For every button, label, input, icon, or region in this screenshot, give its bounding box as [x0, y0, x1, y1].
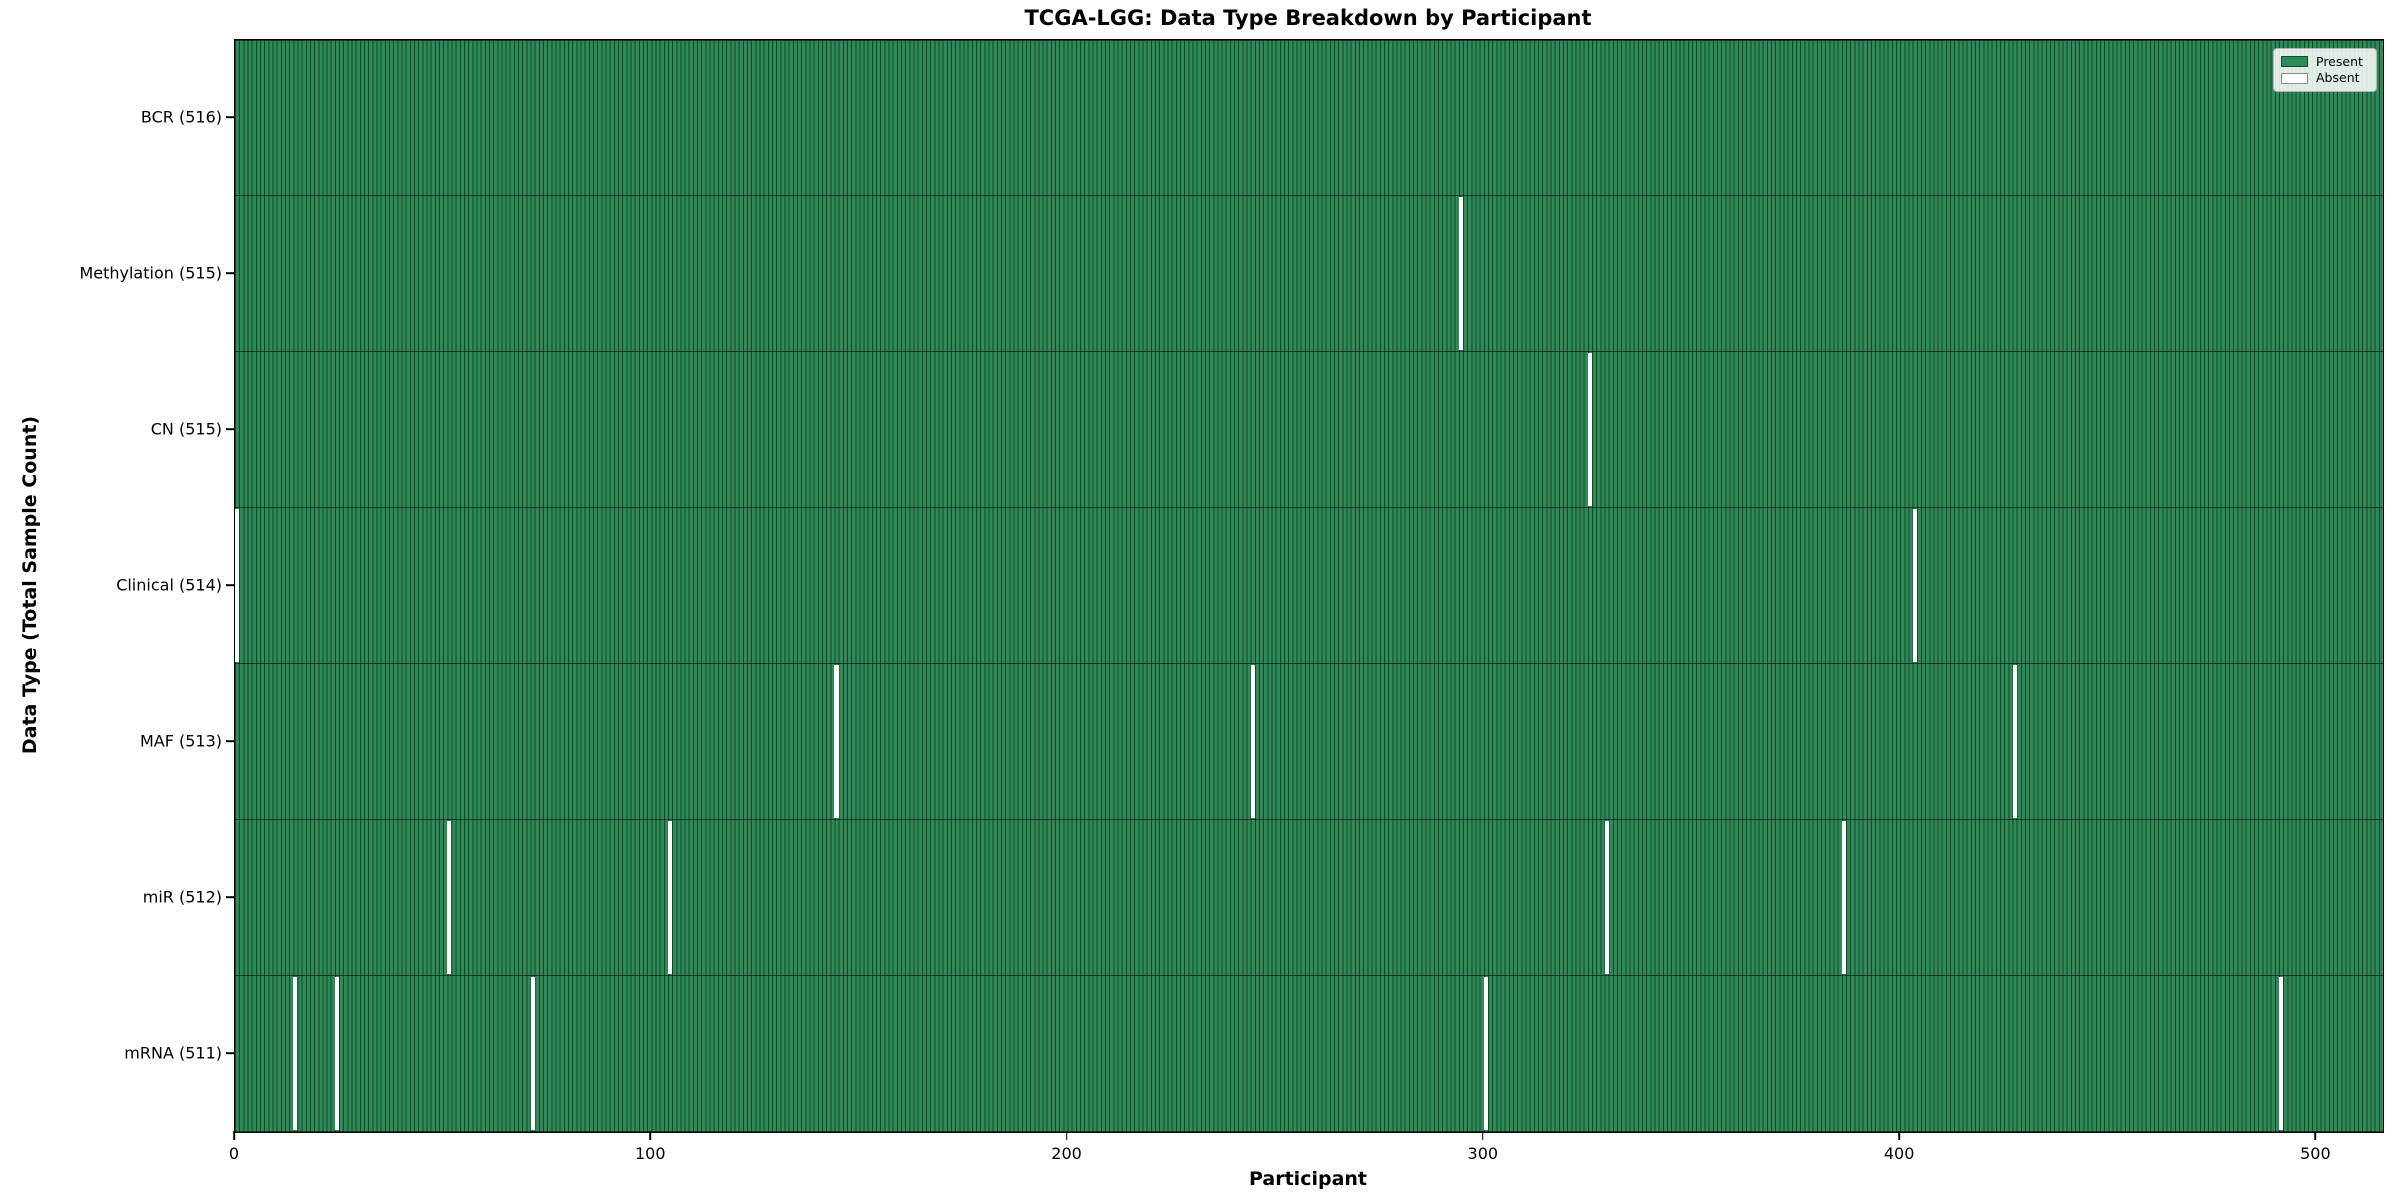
- legend-item-present: Present: [2281, 53, 2369, 69]
- x-axis-label: Participant: [1248, 1168, 1368, 1190]
- y-tick-label-mRNA: mRNA (511): [124, 1043, 222, 1063]
- present-swatch-icon: [2281, 56, 2308, 68]
- absent-swatch-icon: [2281, 72, 2308, 84]
- x-tick-mark-200: [1065, 1131, 1068, 1140]
- absent-marker-MAF-427: [2012, 665, 2017, 818]
- absent-marker-Clinical-403: [1912, 509, 1917, 662]
- x-tick-label-400: 400: [1883, 1144, 1915, 1163]
- y-tick-label-Methylation: Methylation (515): [79, 263, 222, 283]
- x-tick-label-200: 200: [1051, 1144, 1082, 1163]
- data-type-row-CN: [235, 352, 2383, 508]
- data-type-row-BCR: [235, 40, 2383, 196]
- absent-marker-Clinical-0: [235, 509, 240, 662]
- absent-marker-mRNA-491: [2278, 977, 2284, 1130]
- data-type-row-Methylation: [235, 196, 2383, 352]
- y-tick-mark-Clinical: [226, 584, 234, 586]
- x-tick-label-100: 100: [634, 1144, 666, 1163]
- y-tick-mark-mRNA: [226, 1052, 234, 1054]
- data-type-row-mRNA: [235, 976, 2383, 1132]
- y-tick-mark-CN: [226, 428, 234, 430]
- y-tick-label-miR: miR (512): [142, 887, 222, 907]
- chart-title: TCGA-LGG: Data Type Breakdown by Partici…: [1024, 6, 1592, 30]
- data-type-row-miR: [235, 820, 2383, 976]
- legend-label-absent: Absent: [2316, 70, 2360, 85]
- legend-item-absent: Absent: [2281, 70, 2369, 85]
- absent-marker-miR-386: [1841, 821, 1847, 974]
- x-tick-label-500: 500: [2300, 1144, 2331, 1163]
- y-tick-label-CN: CN (515): [150, 419, 222, 439]
- y-tick-label-Clinical: Clinical (514): [116, 575, 222, 595]
- x-tick-label-0: 0: [228, 1144, 240, 1163]
- absent-marker-miR-329: [1604, 821, 1609, 974]
- y-tick-mark-BCR: [226, 116, 234, 118]
- absent-marker-mRNA-14: [293, 977, 298, 1130]
- absent-marker-mRNA-71: [530, 977, 535, 1130]
- y-tick-label-MAF: MAF (513): [139, 731, 222, 751]
- legend-label-present: Present: [2316, 53, 2363, 69]
- y-tick-label-BCR: BCR (516): [140, 107, 222, 127]
- y-axis-label: Data Type (Total Sample Count): [19, 415, 41, 755]
- y-tick-mark-miR: [226, 896, 234, 898]
- x-tick-mark-400: [1898, 1131, 1900, 1140]
- data-type-row-MAF: [235, 664, 2383, 820]
- legend: Present Absent: [2273, 48, 2377, 92]
- y-tick-mark-Methylation: [226, 272, 234, 274]
- x-tick-mark-300: [1482, 1131, 1484, 1140]
- absent-marker-MAF-144: [834, 665, 839, 818]
- y-tick-mark-MAF: [226, 740, 234, 742]
- x-tick-mark-500: [2314, 1131, 2317, 1140]
- x-tick-mark-100: [649, 1131, 652, 1140]
- absent-marker-CN-325: [1587, 353, 1593, 506]
- absent-marker-mRNA-300: [1483, 977, 1489, 1130]
- absent-marker-Methylation-294: [1458, 197, 1464, 350]
- absent-marker-miR-51: [447, 821, 452, 974]
- x-tick-label-300: 300: [1467, 1144, 1499, 1163]
- absent-marker-mRNA-24: [334, 977, 340, 1130]
- plot-area: [234, 39, 2384, 1133]
- data-type-row-Clinical: [235, 508, 2383, 664]
- x-tick-mark-0: [233, 1131, 235, 1140]
- absent-marker-MAF-244: [1250, 665, 1255, 818]
- absent-marker-miR-104: [667, 821, 673, 974]
